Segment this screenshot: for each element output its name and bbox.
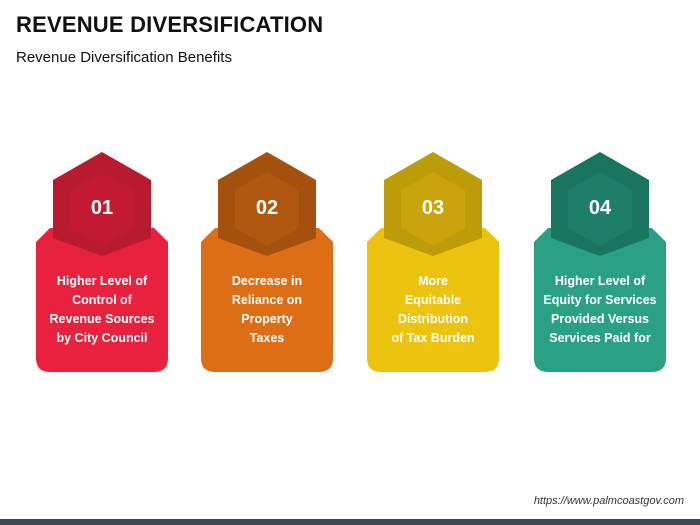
card-shape <box>201 152 333 372</box>
card-number: 04 <box>588 197 612 219</box>
card-description: Higher Level of Control of Revenue Sourc… <box>49 274 155 345</box>
card-description: Decrease in Reliance on Property Taxes <box>231 274 303 345</box>
bottom-bar <box>0 519 700 525</box>
card-number: 02 <box>255 197 279 219</box>
card-shape <box>367 152 499 372</box>
card-number: 01 <box>90 197 114 219</box>
benefit-card-02: 02 Decrease in Reliance on Property Taxe… <box>199 150 335 374</box>
page-subtitle: Revenue Diversification Benefits <box>16 49 232 66</box>
card-description: More Equitable Distribution of Tax Burde… <box>391 274 475 345</box>
card-shape <box>534 152 666 372</box>
benefit-card-03: 03 More Equitable Distribution of Tax Bu… <box>365 150 501 374</box>
benefit-card-01: 01 Higher Level of Control of Revenue So… <box>34 150 170 374</box>
source-link[interactable]: https://www.palmcoastgov.com <box>533 495 684 507</box>
page-title: REVENUE DIVERSIFICATION <box>16 12 324 37</box>
benefit-card-04: 04 Higher Level of Equity for Services P… <box>532 150 668 374</box>
card-number: 03 <box>421 197 445 219</box>
card-shape <box>36 152 168 372</box>
card-description: Higher Level of Equity for Services Prov… <box>543 274 657 345</box>
